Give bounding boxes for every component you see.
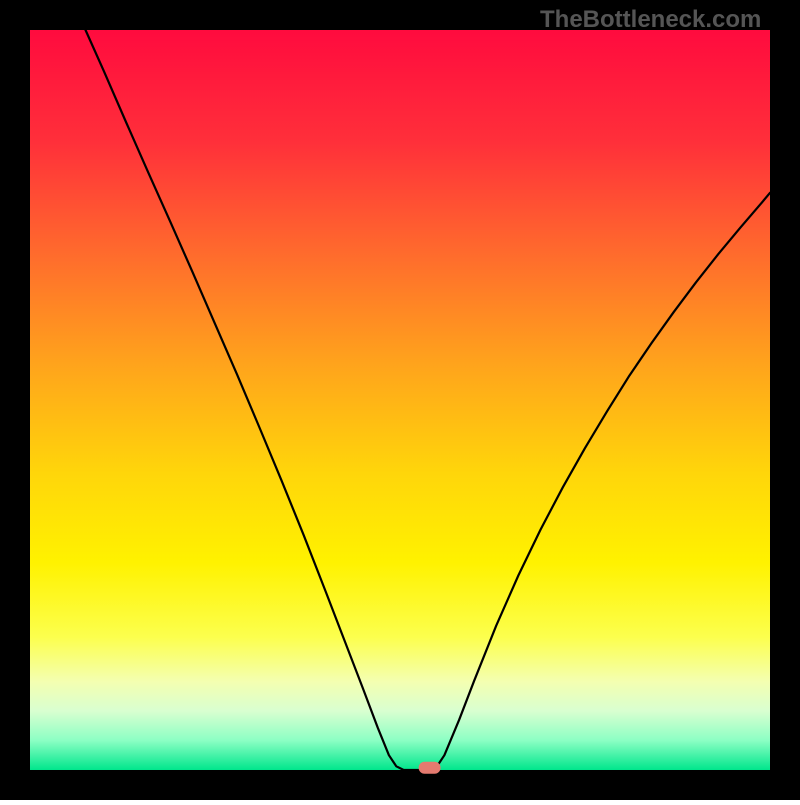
chart-gradient-background <box>30 30 770 770</box>
optimum-marker <box>419 762 441 774</box>
chart-svg <box>0 0 800 800</box>
watermark-text: TheBottleneck.com <box>540 6 761 34</box>
bottleneck-chart <box>0 0 800 800</box>
